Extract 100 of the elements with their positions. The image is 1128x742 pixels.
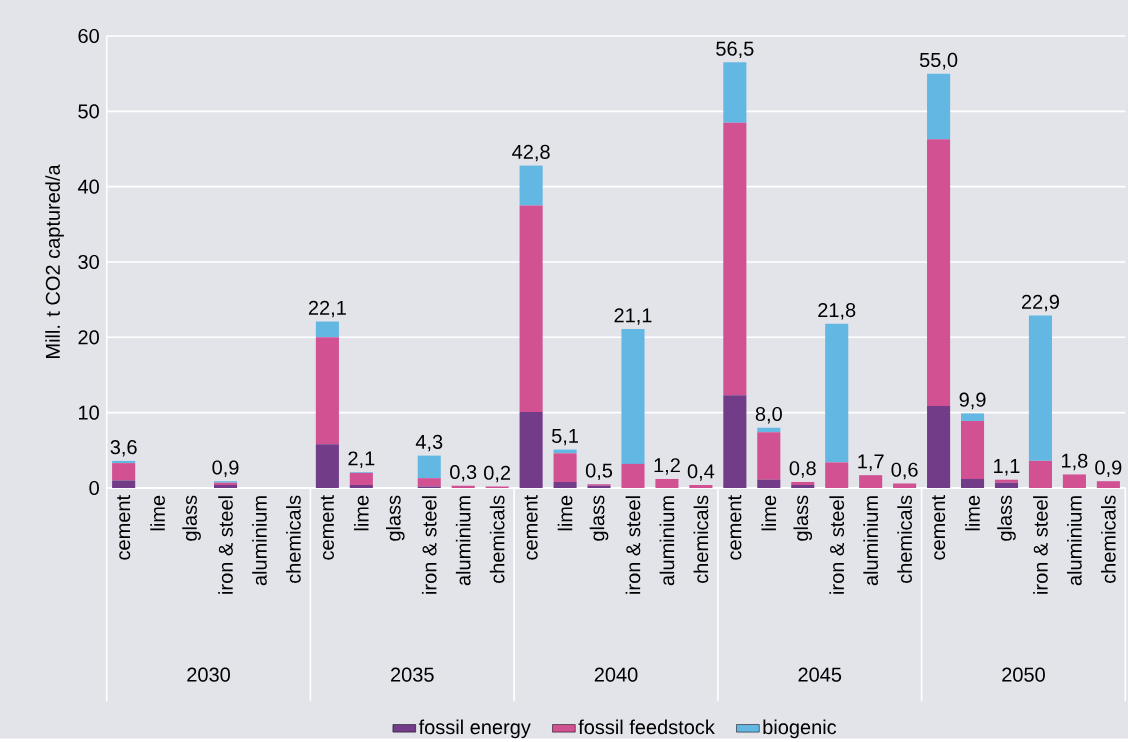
bar <box>723 122 747 396</box>
total-label: 2,1 <box>348 451 375 468</box>
total-label: 1,8 <box>1062 453 1088 470</box>
bar <box>112 480 136 488</box>
bar <box>519 411 543 488</box>
bar <box>1028 460 1052 488</box>
total-label: 0,6 <box>891 462 918 479</box>
x-tick-label: chemicals <box>897 495 912 583</box>
text: 2050 <box>1002 667 1045 682</box>
x-tick-label: lime <box>965 495 980 531</box>
bar <box>893 483 917 488</box>
total-label: 42,8 <box>512 144 550 162</box>
bar <box>1062 474 1086 488</box>
x-tick-label: cement <box>728 494 742 560</box>
legend-label: biogenic <box>763 719 837 739</box>
bar <box>859 474 883 488</box>
x-tick-label: lime <box>353 495 369 531</box>
bar <box>349 472 373 485</box>
total-label: 0,5 <box>585 463 613 480</box>
x-tick-label: chemicals <box>1101 495 1116 583</box>
x-tick-label: lime <box>761 495 777 531</box>
bar <box>927 405 951 488</box>
total-label: 55,0 <box>919 52 958 70</box>
bar <box>960 413 985 421</box>
bar <box>417 477 441 487</box>
x-tick-label: chemicals <box>693 495 709 583</box>
bar <box>621 463 645 488</box>
x-tick-label: cement <box>524 494 538 560</box>
x-tick-label: iron & steel <box>625 496 641 594</box>
y-tick-label: 10 <box>79 405 99 420</box>
x-tick-label: lime <box>150 495 165 531</box>
total-label: 1,2 <box>654 457 680 475</box>
bar <box>825 323 849 463</box>
total-label: 1,1 <box>994 458 1020 476</box>
x-tick-label: glass <box>997 495 1016 541</box>
total-label: 0,3 <box>450 464 477 482</box>
bar <box>417 455 441 478</box>
x-tick-label: cement <box>932 494 946 560</box>
text: 2045 <box>798 667 842 682</box>
x-tick-label: glass <box>182 495 201 541</box>
bar <box>927 73 951 139</box>
x-tick-label: chemicals <box>489 495 505 583</box>
bar <box>519 205 543 412</box>
x-tick-label: glass <box>589 495 609 541</box>
legend-label: fossil feedstock <box>578 719 715 735</box>
bar <box>315 337 339 445</box>
total-label: 0,9 <box>212 460 239 477</box>
x-tick-label: aluminium <box>659 496 675 585</box>
bar <box>553 481 577 488</box>
bar <box>519 165 543 206</box>
total-label: 0,4 <box>687 463 715 481</box>
total-label: 4,3 <box>415 434 443 452</box>
y-tick-label: 30 <box>78 254 99 269</box>
total-label: 56,5 <box>716 41 754 58</box>
bar <box>689 484 713 488</box>
bar <box>1028 315 1052 461</box>
bar <box>960 478 985 488</box>
bar <box>927 139 951 406</box>
x-tick-label: cement <box>320 494 334 560</box>
total-label: 0,9 <box>1095 460 1122 477</box>
x-tick-label: chemicals <box>286 495 301 583</box>
y-tick-label: 0 <box>89 480 99 495</box>
bar <box>825 462 849 488</box>
y-tick-label: 40 <box>77 179 99 194</box>
x-tick-label: aluminium <box>863 496 879 585</box>
bar <box>723 395 747 488</box>
total-label: 0,2 <box>484 465 511 482</box>
total-label: 21,1 <box>614 308 652 325</box>
y-axis-title: Mill. t CO2 captured/a <box>45 164 64 358</box>
total-label: 1,7 <box>858 454 884 471</box>
total-label: 5,1 <box>551 428 578 446</box>
text: 2030 <box>187 667 230 682</box>
y-tick-label: 20 <box>78 330 99 345</box>
x-tick-label: iron & steel <box>829 496 845 594</box>
y-tick-label: 50 <box>78 104 99 119</box>
x-tick-label: iron & steel <box>218 496 233 594</box>
bar <box>757 479 781 488</box>
total-label: 22,1 <box>308 300 346 318</box>
x-tick-label: cement <box>117 494 131 560</box>
x-tick-label: glass <box>385 495 405 541</box>
x-tick-label: iron & steel <box>1033 496 1048 594</box>
text: 2035 <box>391 667 434 682</box>
bar <box>621 328 645 464</box>
bar <box>757 432 781 480</box>
x-tick-label: glass <box>793 495 813 541</box>
bar <box>315 321 339 338</box>
x-tick-label: lime <box>557 495 573 531</box>
legend-label: fossil energy <box>418 719 531 739</box>
total-label: 8,0 <box>755 406 782 424</box>
text: 2040 <box>594 667 638 682</box>
bar <box>723 62 747 123</box>
bar <box>349 484 373 488</box>
total-label: 21,8 <box>818 302 856 320</box>
bar <box>994 482 1019 488</box>
y-tick-label: 60 <box>78 28 99 43</box>
total-label: 0,8 <box>789 460 816 478</box>
bar <box>112 462 136 481</box>
bar <box>994 479 1019 483</box>
bar <box>553 453 577 482</box>
x-tick-label: aluminium <box>1067 496 1082 585</box>
